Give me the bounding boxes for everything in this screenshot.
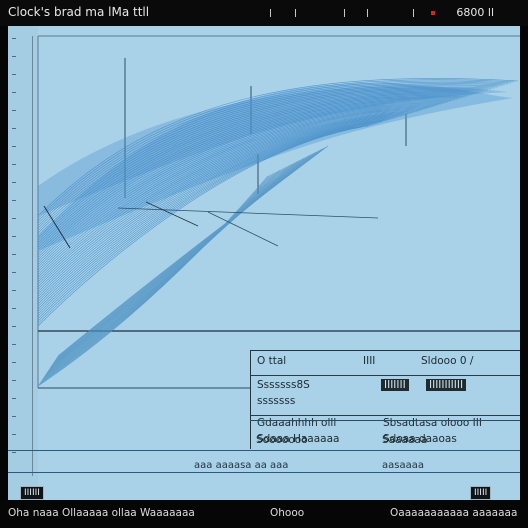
fan-curve bbox=[37, 113, 409, 297]
taskbar-center-item[interactable]: Ohooo bbox=[270, 507, 305, 519]
panel-cell: Sooooooo bbox=[256, 434, 308, 446]
fan-curve bbox=[37, 96, 465, 256]
fan-curve bbox=[37, 111, 415, 292]
panel-row[interactable]: Sdaaa Haaaaaa Sdoaa daaoas bbox=[251, 429, 520, 453]
panel-cell: IIIIIII bbox=[381, 379, 409, 391]
record-indicator-icon bbox=[431, 11, 435, 15]
panel-cell: IIIIIIIIIII bbox=[426, 379, 467, 391]
fan-curve bbox=[37, 85, 499, 231]
panel-cell: O ttal bbox=[257, 355, 287, 367]
fan-curve bbox=[44, 166, 288, 377]
fan-curve bbox=[37, 118, 392, 310]
fan-curve bbox=[37, 92, 479, 246]
timeline-label: aaa aaaasa aa aaa bbox=[194, 460, 289, 471]
panel-cell: Sdoaa daaoas bbox=[383, 433, 457, 445]
window-title: Clock's brad ma lMa ttll bbox=[8, 5, 150, 19]
fan-curve bbox=[37, 81, 509, 224]
fan-curve bbox=[37, 109, 422, 288]
fan-curve bbox=[37, 110, 419, 290]
fan-curve bbox=[37, 115, 402, 302]
fan-curve bbox=[37, 112, 412, 295]
fan-curve bbox=[37, 84, 502, 229]
fan-curve bbox=[37, 104, 439, 275]
fan-curve bbox=[37, 89, 489, 239]
fan-curve bbox=[45, 164, 290, 376]
fan-curve bbox=[47, 161, 298, 372]
panel-row[interactable]: sssssss bbox=[251, 391, 520, 416]
fan-curve bbox=[37, 90, 485, 241]
right-toggle-button[interactable]: IIIII bbox=[470, 486, 492, 500]
fan-curve bbox=[37, 91, 482, 244]
fan-curve bbox=[37, 100, 452, 266]
fan-curve bbox=[37, 94, 472, 251]
fan-curve bbox=[37, 99, 455, 263]
fan-curve bbox=[37, 123, 375, 322]
fan-curve bbox=[37, 117, 395, 307]
timeline-rail bbox=[8, 472, 520, 473]
panel-cell: Sbsadtasa olooo III bbox=[383, 417, 482, 429]
fan-curve bbox=[37, 86, 495, 234]
fan-curve bbox=[51, 155, 309, 366]
fan-curve bbox=[45, 163, 293, 375]
fan-curve bbox=[37, 102, 445, 270]
vertical-ruler[interactable] bbox=[8, 26, 38, 500]
fan-curve bbox=[37, 98, 459, 261]
fan-curve bbox=[43, 167, 286, 378]
timeline-rail bbox=[8, 450, 520, 451]
taskbar: Oha naaa Ollaaaaa ollaa Waaaaaaa Ohooo O… bbox=[0, 500, 528, 528]
fan-curve bbox=[37, 114, 405, 300]
panel-row[interactable]: Sssssss8S IIIIIII IIIIIIIIIII bbox=[251, 375, 520, 399]
panel-cell: Gdaaahhhh olll bbox=[257, 417, 337, 429]
fan-curve bbox=[57, 145, 329, 357]
fan-curve bbox=[37, 95, 469, 253]
data-panel: O ttal IIII Sldooo 0 / Sssssss8S IIIIIII… bbox=[250, 350, 520, 449]
taskbar-items[interactable]: Oha naaa Ollaaaaa ollaa Waaaaaaa bbox=[8, 507, 195, 519]
left-toggle-button[interactable]: IIIIII bbox=[20, 486, 44, 500]
fan-curve bbox=[41, 169, 281, 381]
window-status: 6800 ll bbox=[456, 6, 494, 19]
panel-cell: IIII bbox=[363, 355, 376, 367]
panel-divider bbox=[250, 420, 520, 421]
fan-curve bbox=[41, 170, 278, 382]
fan-curve bbox=[37, 125, 369, 327]
fan-curve bbox=[37, 103, 442, 273]
fan-curve bbox=[37, 116, 399, 305]
fan-curves bbox=[37, 78, 519, 387]
fan-curve bbox=[37, 124, 372, 324]
fan-curve bbox=[37, 120, 385, 314]
fan-curve bbox=[37, 122, 379, 319]
title-bar: Clock's brad ma lMa ttll 6800 ll bbox=[0, 0, 528, 26]
panel-cell: Saaaaaa bbox=[382, 434, 428, 446]
panel-cell: Sssssss8S bbox=[257, 379, 310, 391]
taskbar-right-item[interactable]: Oaaaaaaaaaaa aaaaaaa bbox=[390, 507, 518, 519]
fan-curve bbox=[42, 168, 283, 380]
fan-curve bbox=[37, 83, 505, 226]
fan-curve bbox=[37, 121, 382, 317]
panel-cell: sssssss bbox=[257, 395, 296, 407]
fan-curve bbox=[37, 105, 435, 278]
fan-curve bbox=[37, 97, 462, 258]
panel-row[interactable]: O ttal IIII Sldooo 0 / bbox=[251, 351, 520, 376]
fan-curve bbox=[50, 156, 307, 368]
panel-cell: Sdaaa Haaaaaa bbox=[257, 433, 340, 445]
fan-curve bbox=[48, 160, 300, 371]
fan-curve bbox=[37, 79, 515, 219]
fan-curve bbox=[37, 119, 389, 312]
fan-curve bbox=[37, 87, 492, 236]
fan-curve bbox=[37, 80, 512, 222]
main-window: O ttal IIII Sldooo 0 / Sssssss8S IIIIIII… bbox=[8, 26, 520, 500]
fan-curve bbox=[49, 157, 305, 369]
fan-curve bbox=[37, 106, 432, 280]
panel-cell: Sldooo 0 / bbox=[421, 355, 474, 367]
fan-curve bbox=[37, 78, 519, 217]
timeline-label: aasaaaa bbox=[382, 460, 424, 471]
plot-canvas[interactable] bbox=[8, 26, 520, 500]
fan-curve bbox=[37, 101, 449, 268]
fan-curve bbox=[37, 93, 475, 248]
fan-curve bbox=[37, 107, 429, 283]
fan-curve bbox=[37, 108, 425, 285]
fan-curve bbox=[49, 158, 302, 370]
fan-curve bbox=[46, 162, 295, 374]
